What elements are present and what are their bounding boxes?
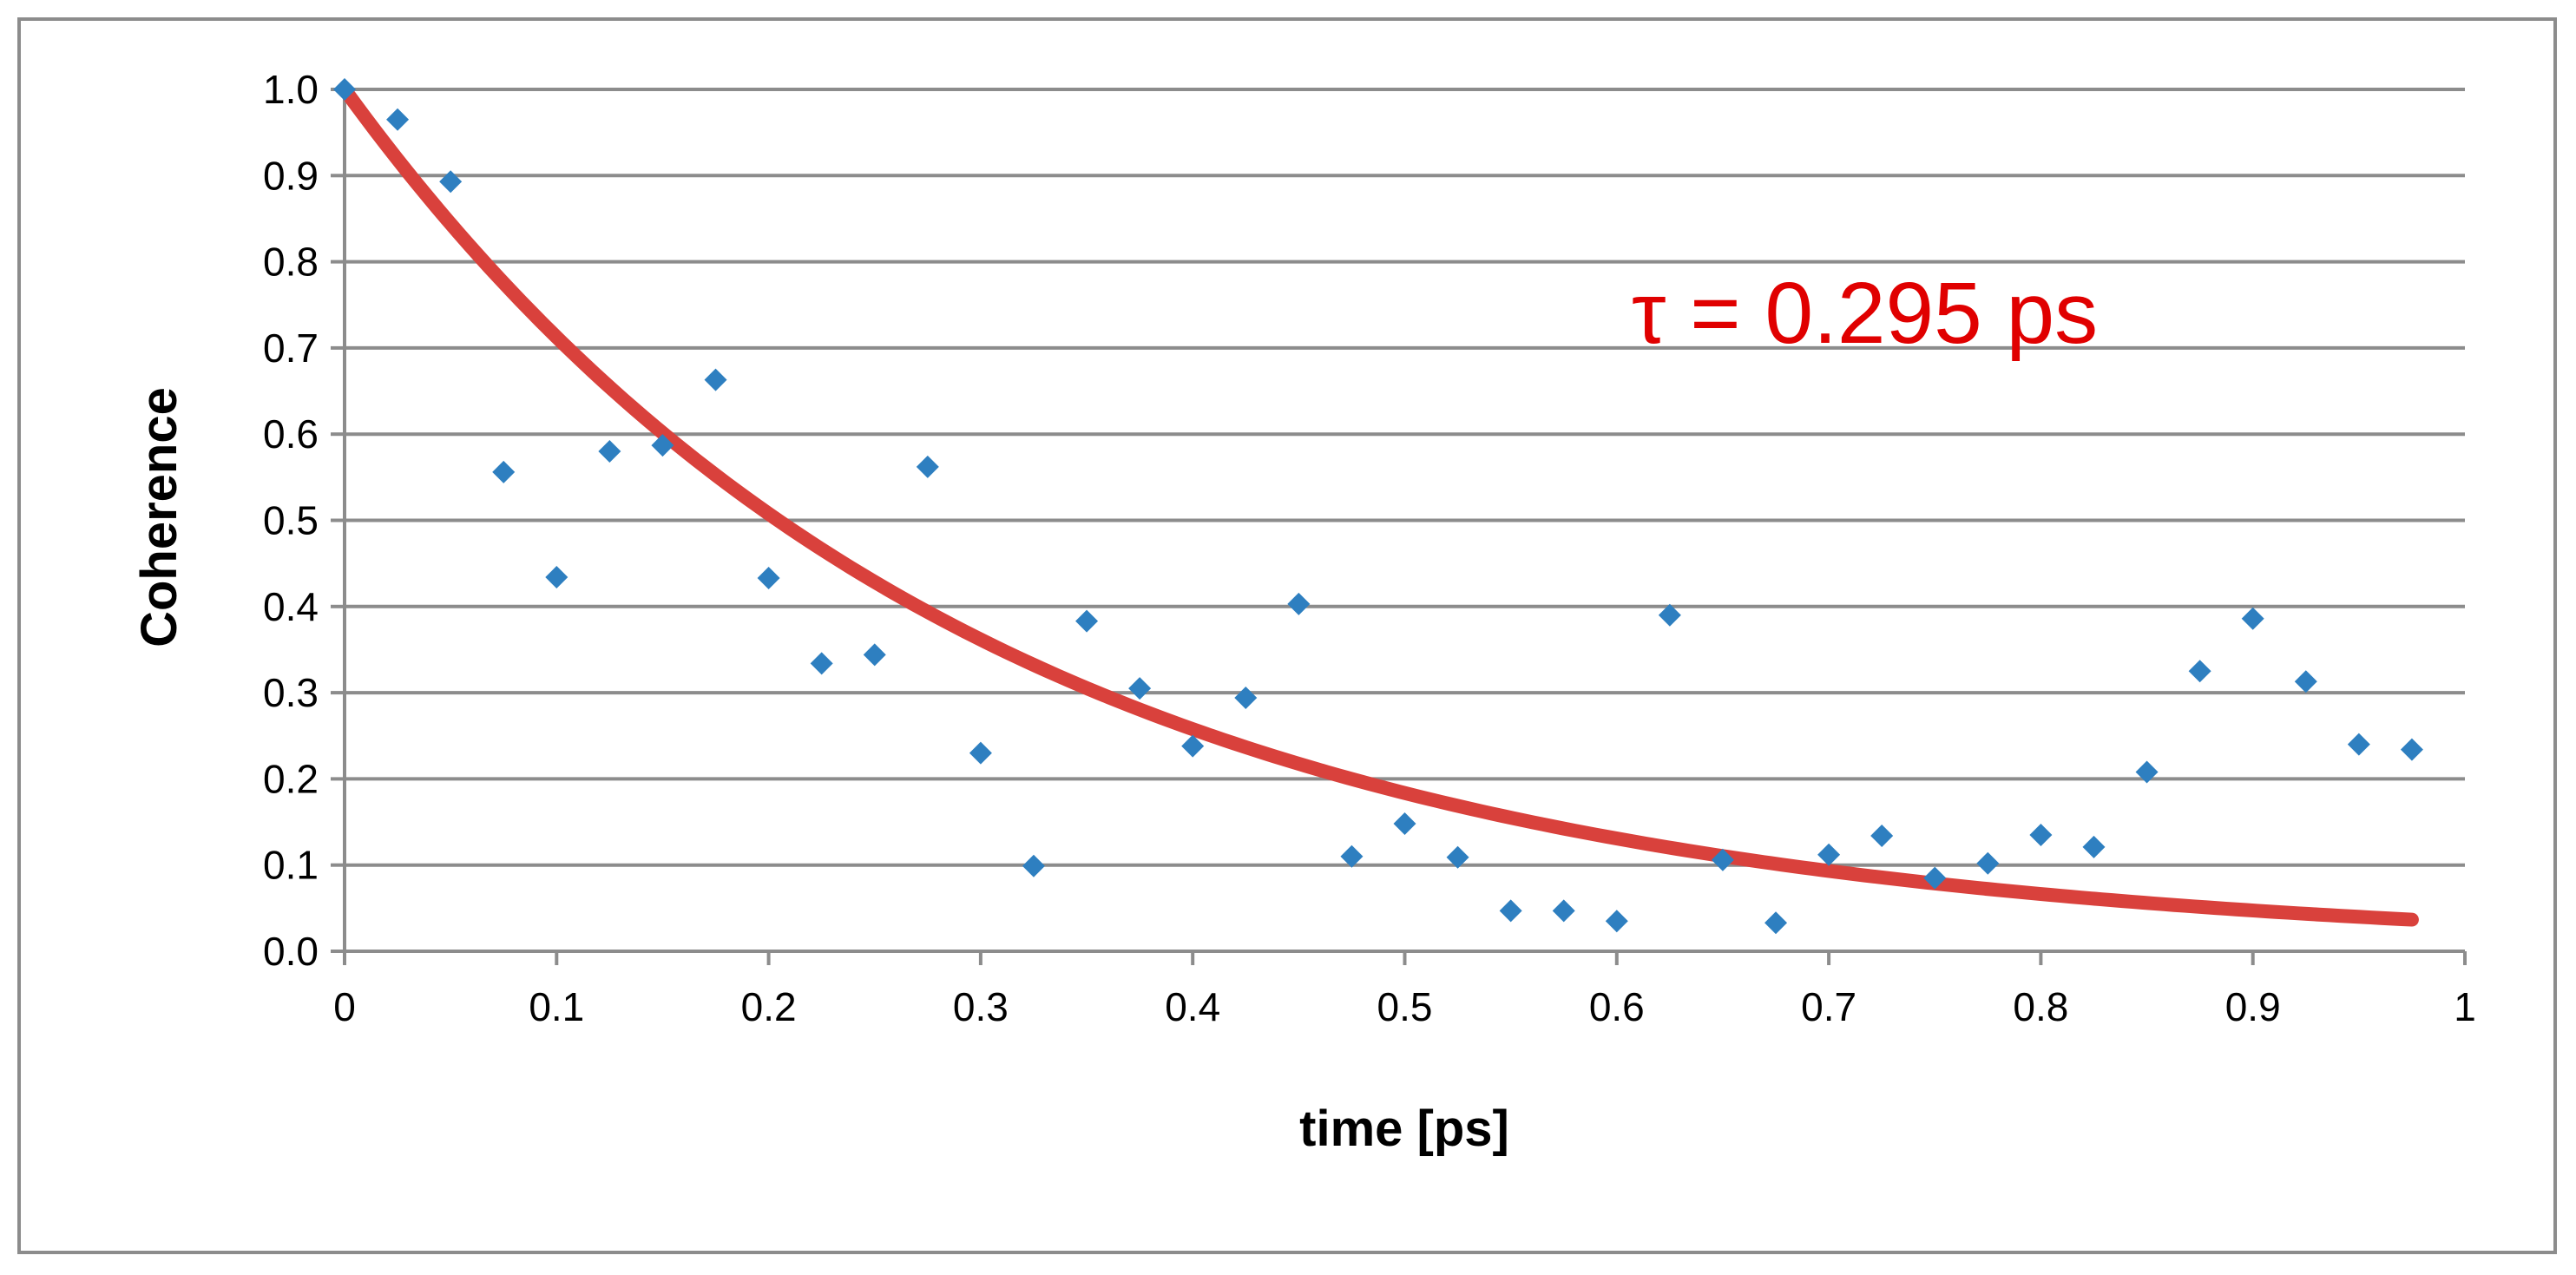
data-point [1393,812,1416,836]
y-tick-label: 0.7 [263,325,319,371]
y-tick-label: 0.8 [263,240,319,285]
chart-frame [17,17,2557,1254]
data-point [1711,848,1734,871]
data-point [1022,854,1045,877]
axes [331,88,2467,965]
y-tick-label: 0.3 [263,670,319,715]
x-tick-label: 0.1 [529,984,584,1029]
y-tick-label: 0.1 [263,843,319,888]
data-point [1870,824,1894,847]
x-tick-label: 0.7 [1801,984,1856,1029]
data-point [1552,899,1575,923]
data-point [757,567,780,590]
data-point [1234,687,1258,710]
tau-annotation: τ = 0.295 ps [1632,265,2098,362]
y-tick-label: 0.0 [263,929,319,974]
data-point [545,566,568,589]
x-tick-label: 0 [333,984,356,1029]
data-point [916,455,939,478]
data-point [2029,823,2053,846]
data-point [2347,733,2370,756]
data-point [1446,845,1469,869]
data-point [2400,738,2423,761]
data-point [2135,760,2159,784]
data-point [439,170,463,194]
x-tick-label: 1 [2454,984,2476,1029]
data-point [2188,660,2211,683]
x-tick-label: 0.6 [1589,984,1645,1029]
y-tick-label: 0.6 [263,411,319,457]
data-point [1817,843,1841,866]
data-point [1923,866,1947,890]
data-point [2082,835,2106,858]
x-tick-label: 0.4 [1165,984,1220,1029]
y-tick-label: 1.0 [263,67,319,112]
data-point [969,741,992,765]
tick-labels: 0.0 0.1 0.2 0.3 0.4 0.5 0.6 0.7 0.8 0.9 1.0 0 0.1 0.2… [263,67,2476,1029]
y-tick-label: 0.9 [263,153,319,198]
x-tick-label: 0.8 [2013,984,2068,1029]
data-point [810,652,833,675]
data-point [1181,734,1205,758]
data-point [1976,851,2000,875]
data-point [1499,899,1522,923]
x-tick-label: 0.2 [741,984,797,1029]
y-tick-label: 0.2 [263,756,319,801]
x-tick-label: 0.5 [1377,984,1433,1029]
data-point [2241,607,2264,630]
fit-curve-group [338,82,2419,927]
y-axis-title: Coherence [131,387,187,647]
x-tick-label: 0.9 [2225,984,2281,1029]
y-tick-label: 0.5 [263,498,319,543]
y-tick-label: 0.4 [263,584,319,629]
data-points [333,78,2423,935]
data-point [386,108,410,131]
x-tick-label: 0.3 [953,984,1009,1029]
data-point [651,434,674,457]
data-point [1287,592,1311,615]
fit-curve [338,82,2419,927]
x-axis-title: time [ps] [1299,1101,1509,1157]
gridlines [345,88,2465,867]
data-point [1075,609,1099,633]
data-point [598,440,621,463]
data-point [333,78,356,101]
data-point [492,460,516,483]
data-point [863,643,886,667]
data-point [1605,910,1628,933]
data-point [2294,670,2317,693]
data-point [1764,911,1788,935]
data-point [1658,603,1681,627]
data-point [1340,845,1364,868]
data-point [1128,677,1152,700]
data-point [704,368,727,391]
